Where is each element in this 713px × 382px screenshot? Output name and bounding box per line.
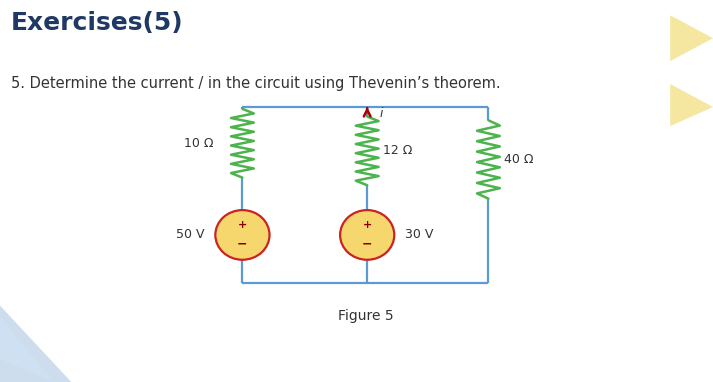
Polygon shape [0, 317, 53, 382]
Text: −: − [237, 238, 247, 251]
Text: 10 Ω: 10 Ω [185, 137, 214, 150]
Text: +: + [363, 220, 371, 230]
Ellipse shape [340, 210, 394, 260]
Polygon shape [670, 84, 713, 126]
Polygon shape [0, 306, 71, 382]
Text: Figure 5: Figure 5 [337, 309, 394, 324]
Polygon shape [670, 15, 713, 61]
Text: 5. Determine the current / in the circuit using Thevenin’s theorem.: 5. Determine the current / in the circui… [11, 76, 501, 91]
Text: i: i [380, 107, 384, 120]
Text: 30 V: 30 V [405, 228, 434, 241]
Text: 40 Ω: 40 Ω [504, 153, 533, 166]
Text: −: − [362, 238, 372, 251]
Text: Exercises(5): Exercises(5) [11, 11, 183, 36]
Text: 12 Ω: 12 Ω [383, 144, 412, 157]
Text: +: + [238, 220, 247, 230]
Ellipse shape [215, 210, 270, 260]
Text: 50 V: 50 V [176, 228, 205, 241]
